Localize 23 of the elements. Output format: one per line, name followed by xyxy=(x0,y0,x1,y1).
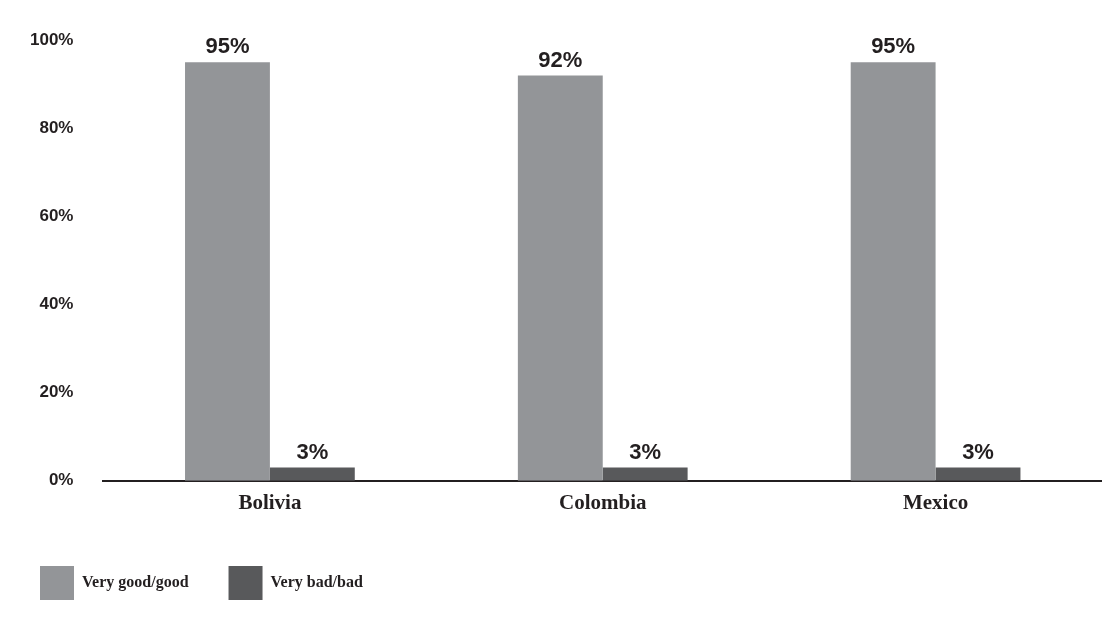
x-tick-label: Bolivia xyxy=(238,489,302,514)
y-tick-label: 0% xyxy=(48,470,74,490)
text: 95% xyxy=(205,33,250,59)
text: 3% xyxy=(629,438,662,464)
legend-label: Very bad/bad xyxy=(270,573,363,592)
y-tick-label: 60% xyxy=(39,206,74,226)
text: 95% xyxy=(871,33,916,59)
y-tick-label: 100% xyxy=(30,29,74,49)
bar xyxy=(935,467,1021,481)
bar xyxy=(185,62,270,481)
text: 3% xyxy=(296,438,329,464)
bar xyxy=(269,467,355,481)
y-tick-label: 80% xyxy=(39,118,74,138)
bar xyxy=(850,62,936,481)
text: 92% xyxy=(538,46,583,72)
x-tick-label: Mexico xyxy=(902,489,969,514)
legend-label: Very good/good xyxy=(82,573,189,592)
y-tick-label: 40% xyxy=(39,294,74,314)
bar xyxy=(517,75,603,481)
y-tick-label: 20% xyxy=(39,382,74,402)
bar xyxy=(602,467,688,481)
text: 3% xyxy=(962,438,994,464)
x-tick-label: Colombia xyxy=(558,489,647,514)
